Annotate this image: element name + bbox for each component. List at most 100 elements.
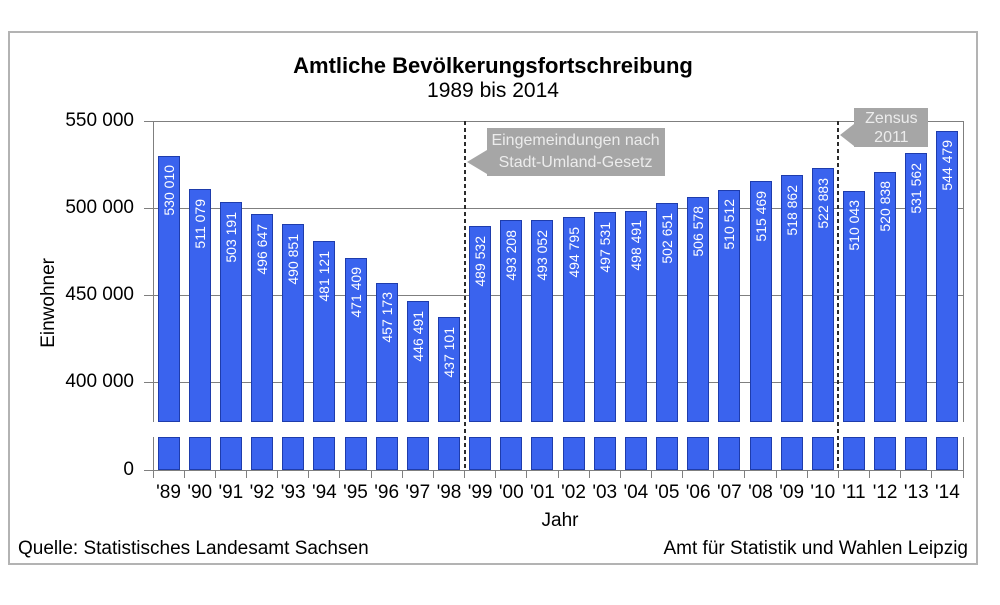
bar: 446 491 [406,301,429,422]
bar: 511 079 [188,188,211,422]
x-tick-label: '03 [592,482,618,503]
x-tick-label: '02 [561,482,586,503]
x-axis-tick [588,471,590,478]
y-axis-tick [144,469,153,471]
x-axis-tick [650,471,652,478]
bar-value-label: 471 409 [346,264,366,322]
y-axis-tick [144,294,153,296]
bar-value-text: 493 052 [534,229,551,281]
bar-segment-below-break [282,437,305,470]
x-tick-label: '05 [654,482,680,503]
source-attribution-right: Amt für Statistik und Wahlen Leipzig [663,538,969,559]
annotation-box: Zensus 2011 [854,108,929,147]
bar: 490 851 [282,223,305,422]
x-tick-label: '95 [343,482,368,503]
bar-value-text: 544 479 [939,140,956,191]
bar-value-label: 457 173 [377,289,397,347]
y-axis-title: Einwohner [36,208,62,398]
x-tick-label: '98 [436,482,462,503]
dashed-marker-line [837,121,840,471]
bar-value-label: 494 795 [564,223,584,281]
bar-value-label: 510 512 [719,196,739,254]
bar-segment-below-break [469,437,492,470]
bar: 518 862 [780,175,803,422]
bar-value-label: 520 838 [875,178,895,236]
x-tick-label: '99 [467,482,493,503]
bar-segment-below-break [562,437,585,470]
annotation-text-line: Eingemeindungen nach [491,132,660,149]
y-axis-title-text: Einwohner [38,258,59,348]
y-tick-label: 550 000 [65,110,134,131]
x-axis-tick [837,471,839,478]
y-tick-label: 500 000 [65,197,134,218]
x-tick-label: '97 [405,482,431,503]
chart-subtitle: 1989 bis 2014 [427,79,559,102]
bar-segment-below-break [656,437,679,470]
x-axis-tick [900,471,902,478]
x-tick-label: '89 [156,482,181,503]
x-tick-label: '12 [872,482,898,503]
x-tick-label: '01 [530,482,555,503]
bar-value-label: 503 191 [221,208,241,266]
bar-value-label: 544 479 [937,137,957,195]
bar-segment-below-break [219,437,242,470]
x-axis-tick [432,471,434,478]
x-axis-tick [152,471,154,478]
bar-segment-below-break [687,437,710,470]
x-axis-tick [308,471,310,478]
bar-value-text: 493 208 [503,229,520,281]
annotation-arrow [466,150,487,174]
x-axis-tick [526,471,528,478]
annotation-text-line: Zensus [865,110,918,127]
axis-break-band [146,422,965,437]
bar: 493 208 [500,219,523,422]
bar-value-text: 490 851 [285,233,302,285]
y-axis-tick [144,381,153,383]
gridline [153,207,964,209]
bar-segment-below-break [188,437,211,470]
bar-value-label: 502 651 [657,209,677,267]
bar-value-text: 520 838 [877,181,894,233]
x-tick-label: '00 [498,482,524,503]
bar-segment-below-break [313,437,336,470]
x-axis-tick [495,471,497,478]
bar-segment-below-break [905,437,928,470]
bar: 531 562 [905,153,928,422]
bar: 494 795 [562,217,585,422]
x-tick-label: '10 [810,482,836,503]
x-tick-label: '93 [280,482,306,503]
bar-segment-below-break [811,437,834,470]
bar-value-text: 471 409 [347,267,364,319]
bar: 481 121 [313,240,336,422]
bar-value-label: 481 121 [314,247,334,305]
bar: 510 043 [842,190,865,422]
x-tick-label: '94 [311,482,337,503]
bar-value-label: 497 531 [595,218,615,276]
bar: 493 052 [531,220,554,422]
annotation-text-line: Stadt-Umland-Gesetz [498,154,653,171]
bar-segment-below-break [936,437,959,470]
x-tick-label: '13 [903,482,929,503]
y-tick-label: 400 000 [65,371,134,392]
annotation-box: Eingemeindungen nach Stadt-Umland-Gesetz [486,128,665,176]
x-axis-tick [713,471,715,478]
x-axis-tick [245,471,247,478]
bar: 530 010 [157,155,180,422]
x-tick-label: '06 [685,482,711,503]
bar-value-text: 503 191 [222,212,239,263]
bar-segment-below-break [749,437,772,470]
y-axis-tick [144,120,153,122]
bar-segment-below-break [157,437,180,470]
dashed-marker-line [463,121,466,471]
bar: 503 191 [219,202,242,422]
bar: 506 578 [687,196,710,422]
annotation-arrow [840,124,855,146]
bar-value-text: 446 491 [409,310,426,362]
x-tick-label: '07 [716,482,742,503]
bar-value-label: 493 208 [501,226,521,284]
bar-segment-below-break [593,437,616,470]
x-axis-tick [183,471,185,478]
bar-value-label: 510 043 [844,197,864,255]
bar-value-text: 511 079 [191,198,208,249]
x-axis-tick [214,471,216,478]
